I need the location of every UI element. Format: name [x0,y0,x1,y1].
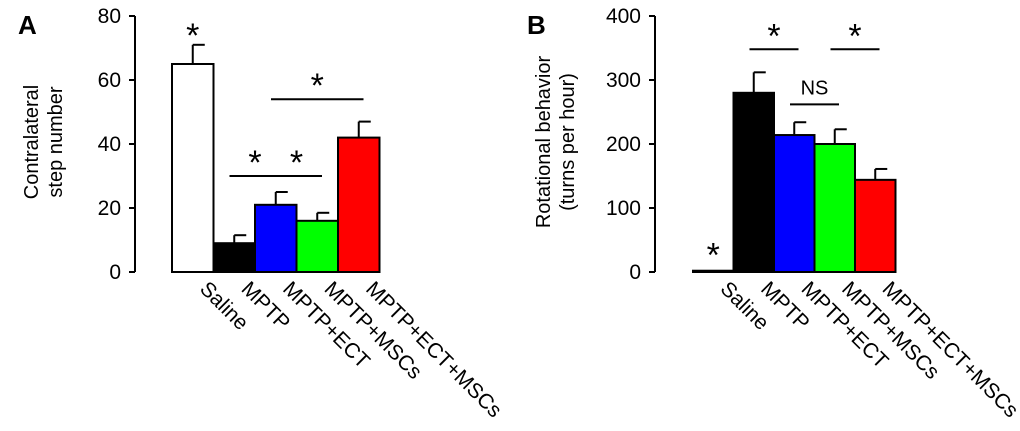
significance-star: * [248,144,261,182]
panel-label: A [18,10,37,40]
y-axis-label-line: (turns per hour) [557,73,579,211]
y-tick-label: 100 [606,197,641,220]
significance-star: * [311,67,324,105]
bar [337,136,381,273]
significance-ns-label: NS [801,77,829,99]
bar [732,91,775,273]
y-tick-label: 0 [109,261,121,284]
bar [773,134,816,273]
y-axis-label-line: Contralateral [21,85,43,200]
y-tick-label: 300 [606,69,641,92]
y-axis-label: Contralateral step number [21,85,67,200]
y-tick-label: 400 [606,5,641,28]
bar [854,178,897,273]
y-tick-label: 60 [98,69,121,92]
panel-label: B [527,10,546,40]
bar [295,219,339,274]
y-axis-label-line: step number [45,86,67,198]
bar [212,242,256,273]
y-axis-label-line: Rotational behavior [533,55,555,228]
significance-star: * [848,17,861,55]
significance-star: * [186,17,199,55]
bar [813,143,856,273]
y-tick-label: 0 [629,261,641,284]
y-tick-label: 200 [606,133,641,156]
y-axis-label: Rotational behavior (turns per hour) [533,55,579,228]
y-tick-label: 20 [98,197,121,220]
bar [171,63,215,273]
significance-star: * [707,237,720,275]
chart-panel-b: B 0 100 200 300 400 Rotational behavior (turns … [527,5,1020,422]
significance-star: * [767,17,780,55]
significance-star: * [290,144,303,182]
bar [254,203,298,273]
y-tick-label: 80 [98,5,121,28]
y-tick-label: 40 [98,133,121,156]
